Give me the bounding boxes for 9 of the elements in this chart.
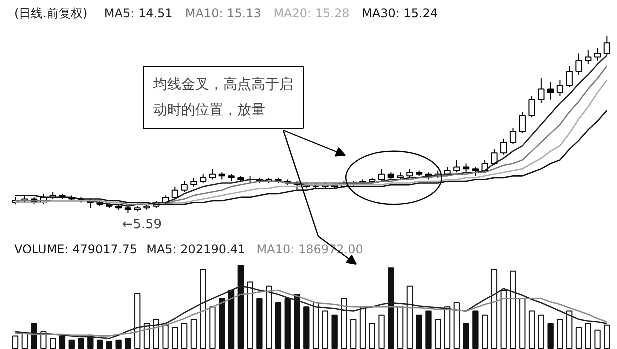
text: MA30: 15.24 xyxy=(362,6,438,20)
text: MA10: 15.13 xyxy=(185,6,262,20)
text: MA5: 202190.41 xyxy=(146,242,246,256)
chart-title: (日线.前复权) xyxy=(14,6,88,20)
text: VOLUME: 479017.75 xyxy=(14,242,138,256)
text: MA20: 15.28 xyxy=(274,6,350,20)
annotation: 均线金叉，高点高于启动时的位置，放量 xyxy=(152,76,294,118)
text: MA5: 14.51 xyxy=(104,6,173,20)
text: ←5.59 xyxy=(122,217,162,232)
